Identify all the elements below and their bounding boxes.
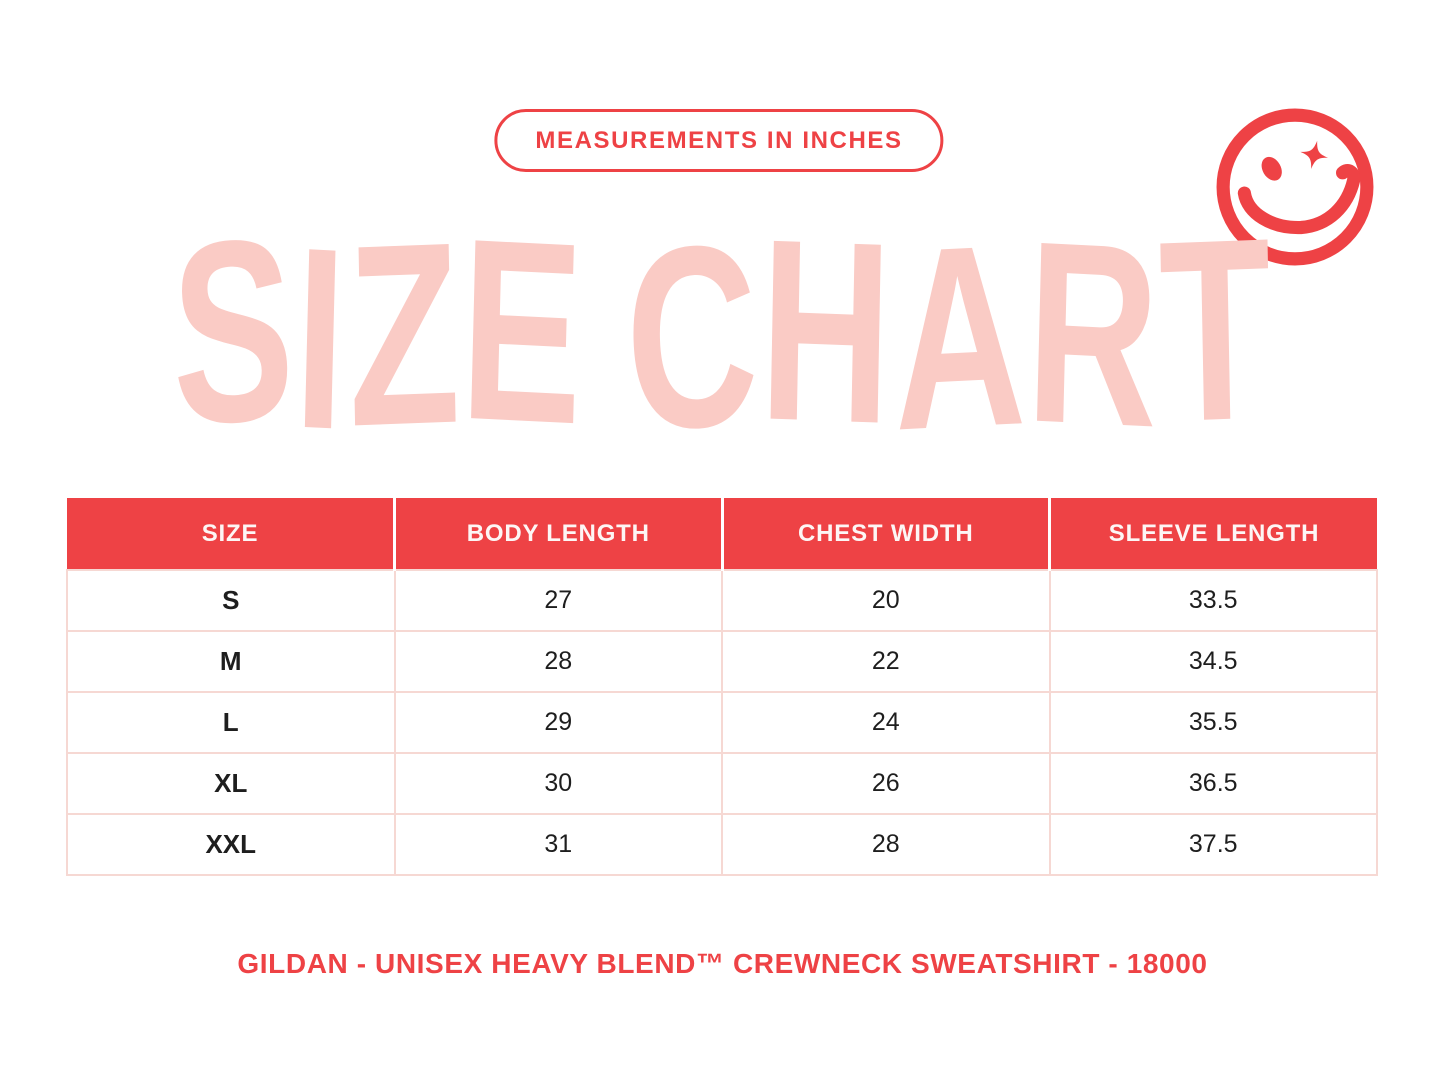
title-letter: R [1023,185,1164,483]
cell-chest-width: 28 [721,813,1051,876]
table-row-s: S 27 20 33.5 [66,569,1378,632]
cell-sleeve-length: 34.5 [1048,630,1378,693]
title-letter: A [889,188,1031,485]
cell-body-length: 28 [393,630,723,693]
cell-body-length: 27 [393,569,723,632]
cell-size: M [66,630,396,693]
title-letter: H [757,183,896,479]
title-letter: S [168,183,299,479]
title-letter: I [291,192,352,485]
cell-sleeve-length: 37.5 [1048,813,1378,876]
cell-size: L [66,691,396,754]
cell-chest-width: 24 [721,691,1051,754]
cell-body-length: 29 [393,691,723,754]
table-row-xl: XL 30 26 36.5 [66,752,1378,815]
cell-size: XL [66,752,396,815]
size-table-header: SIZE BODY LENGTH CHEST WIDTH SLEEVE LENG… [67,498,1377,570]
title-letter: Z [345,187,464,481]
title-letter: C [622,188,764,485]
cell-chest-width: 22 [721,630,1051,693]
title-letter: E [457,183,588,479]
size-table-body: S 27 20 33.5 M 28 22 34.5 L 29 24 35.5 X… [66,569,1378,876]
cell-body-length: 30 [393,752,723,815]
header-cell-chest-width: CHEST WIDTH [720,498,1051,570]
title-letter: T [1157,182,1276,477]
cell-chest-width: 26 [721,752,1051,815]
header-row: SIZE BODY LENGTH CHEST WIDTH SLEEVE LENG… [67,498,1377,570]
header-cell-sleeve-length: SLEEVE LENGTH [1048,498,1377,570]
header-cell-size: SIZE [67,498,396,570]
cell-size: S [66,569,396,632]
table-row-m: M 28 22 34.5 [66,630,1378,693]
cell-body-length: 31 [393,813,723,876]
cell-size: XXL [66,813,396,876]
measurements-badge: MEASUREMENTS IN INCHES [494,109,944,172]
table-row-xxl: XXL 31 28 37.5 [66,813,1378,876]
cell-sleeve-length: 35.5 [1048,691,1378,754]
cell-sleeve-length: 33.5 [1048,569,1378,632]
footer: GILDAN - UNISEX HEAVY BLEND™ CREWNECK SW… [0,948,1445,980]
measurements-badge-label: MEASUREMENTS IN INCHES [535,126,903,154]
page-title: S I Z E C H A R T [0,182,1445,485]
cell-sleeve-length: 36.5 [1048,752,1378,815]
footer-product-label: GILDAN - UNISEX HEAVY BLEND™ CREWNECK SW… [237,948,1208,979]
size-table: SIZE BODY LENGTH CHEST WIDTH SLEEVE LENG… [66,498,1378,876]
winking-smiley-icon [1216,108,1374,266]
table-row-l: L 29 24 35.5 [66,691,1378,754]
cell-chest-width: 20 [721,569,1051,632]
header-cell-body-length: BODY LENGTH [393,498,724,570]
